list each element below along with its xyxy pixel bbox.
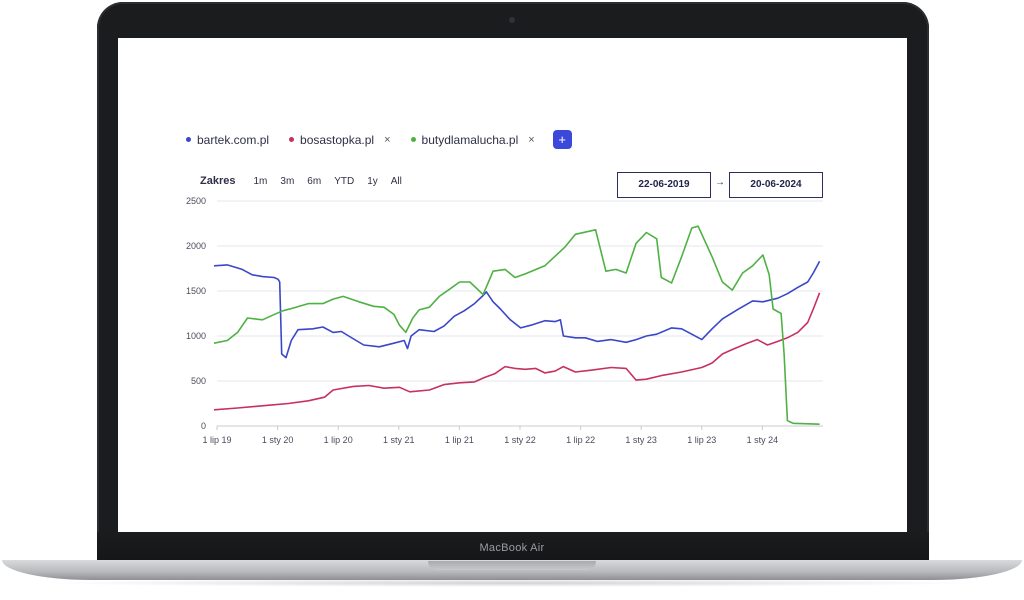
series-dot-icon (289, 137, 295, 142)
legend-label: butydlamalucha.pl (421, 132, 519, 147)
x-tick-label: 1 lip 23 (687, 435, 716, 445)
line-chart: 0 500 1000 1500 2000 2500 1 lip 19 1 sty 20 1 li… (186, 196, 823, 445)
x-tick-label: 1 sty 23 (625, 435, 657, 445)
x-tick-label: 1 sty 24 (747, 435, 779, 445)
y-tick-label: 500 (191, 376, 206, 386)
series-line (213, 225, 820, 425)
legend-item-butydlamalucha[interactable]: butydlamalucha.pl × (410, 132, 535, 147)
legend-label: bosastopka.pl (300, 132, 375, 147)
close-icon[interactable]: × (528, 133, 535, 146)
series-line (213, 292, 821, 411)
legend-label: bartek.com.pl (197, 132, 270, 147)
date-from-input[interactable]: 22-06-2019 (617, 172, 711, 198)
range-3m-button[interactable]: 3m (280, 175, 295, 187)
x-tick-label: 1 sty 20 (262, 435, 294, 445)
x-tick-label: 1 sty 21 (383, 435, 415, 445)
x-tick-label: 1 lip 19 (202, 435, 231, 445)
range-6m-button[interactable]: 6m (307, 175, 322, 187)
model-name: MacBook Air (479, 542, 545, 554)
range-1y-button[interactable]: 1y (367, 175, 378, 187)
series-line (213, 260, 821, 359)
range-all-button[interactable]: All (390, 175, 402, 187)
range-ytd-button[interactable]: YTD (334, 175, 355, 187)
legend-item-bartek[interactable]: bartek.com.pl (186, 133, 269, 147)
legend-item-bosastopka[interactable]: bosastopka.pl × (289, 133, 391, 147)
y-tick-label: 1000 (186, 331, 206, 341)
arrow-right-icon: → (715, 177, 725, 188)
y-tick-label: 0 (201, 421, 206, 431)
series-dot-icon (186, 137, 191, 142)
date-to-input[interactable]: 20-06-2024 (729, 172, 823, 198)
laptop-notch (428, 561, 596, 570)
laptop-chin (97, 532, 929, 562)
x-tick-label: 1 lip 20 (324, 435, 353, 445)
close-icon[interactable]: × (384, 133, 391, 146)
legend: bartek.com.pl bosastopka.pl × butydlamal… (186, 130, 572, 149)
laptop-base (2, 560, 1022, 580)
camera-icon (509, 17, 515, 23)
y-tick-label: 2500 (186, 196, 206, 206)
x-tick-label: 1 sty 22 (504, 435, 536, 445)
x-tick-label: 1 lip 22 (566, 435, 595, 445)
y-tick-label: 1500 (186, 286, 206, 296)
range-selector: Zakres 1m 3m 6m YTD 1y All (200, 175, 415, 187)
series-dot-icon (410, 137, 416, 142)
y-tick-label: 2000 (186, 241, 206, 251)
range-1m-button[interactable]: 1m (253, 175, 268, 187)
base-shadow (40, 579, 984, 587)
x-tick-label: 1 lip 21 (445, 435, 474, 445)
add-series-button[interactable]: + (552, 130, 572, 149)
screen: bartek.com.pl bosastopka.pl × butydlamal… (118, 38, 907, 532)
range-label: Zakres (200, 175, 236, 187)
